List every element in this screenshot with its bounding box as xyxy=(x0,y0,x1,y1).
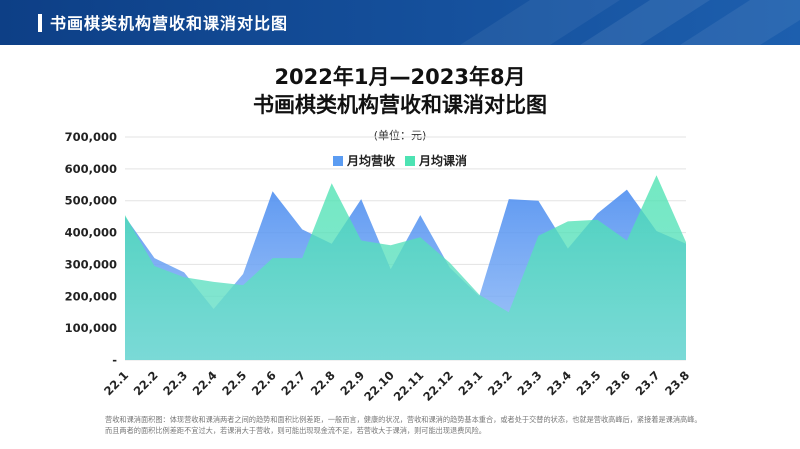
legend-item-revenue: 月均营收 xyxy=(333,152,395,169)
header-accent-bar xyxy=(38,14,42,32)
y-tick-label: - xyxy=(112,353,117,367)
x-tick-label: 23.1 xyxy=(455,368,485,398)
x-tick-label: 22.6 xyxy=(249,368,279,398)
x-tick-label: 23.6 xyxy=(603,368,633,398)
x-tick-label: 22.1 xyxy=(101,368,131,398)
y-tick-label: 100,000 xyxy=(65,321,117,335)
chart-legend: 月均营收 月均课消 xyxy=(333,152,477,169)
x-tick-label: 22.5 xyxy=(219,368,249,398)
x-tick-label: 22.2 xyxy=(131,368,161,398)
chart-footnote: 营收和课消面积图：体现营收和课消两者之间的趋势和面积比例差距，一般而言，健康的状… xyxy=(105,415,702,435)
x-tick-label: 22.10 xyxy=(361,368,397,404)
x-tick-label: 23.5 xyxy=(574,368,604,398)
legend-label-consumption: 月均课消 xyxy=(419,154,468,168)
x-tick-label: 23.2 xyxy=(485,368,515,398)
chart-unit: (单位：元) xyxy=(373,129,427,142)
x-tick-label: 22.12 xyxy=(420,368,456,404)
x-tick-label: 23.7 xyxy=(633,368,663,398)
legend-swatch-revenue xyxy=(333,155,343,166)
legend-label-revenue: 月均营收 xyxy=(347,154,396,168)
x-tick-label: 22.7 xyxy=(278,368,308,398)
legend-swatch-consumption xyxy=(405,155,416,166)
y-tick-label: 700,000 xyxy=(65,130,117,144)
y-tick-label: 500,000 xyxy=(65,194,117,208)
header-bar: 书画棋类机构营收和课消对比图 xyxy=(0,0,800,45)
y-tick-label: 600,000 xyxy=(65,162,117,176)
x-tick-label: 23.3 xyxy=(515,368,545,398)
area-series-consumption xyxy=(125,175,686,360)
x-tick-label: 22.4 xyxy=(190,368,220,398)
x-tick-label: 22.11 xyxy=(391,368,427,404)
legend-item-consumption: 月均课消 xyxy=(405,152,467,169)
page-title: 书画棋类机构营收和课消对比图 xyxy=(50,14,289,33)
chart-title-line1: 2022年1月—2023年8月 xyxy=(274,65,526,89)
x-tick-label: 22.8 xyxy=(308,368,338,398)
y-tick-label: 400,000 xyxy=(65,226,117,240)
x-tick-label: 23.4 xyxy=(544,368,574,398)
y-tick-label: 200,000 xyxy=(65,289,117,303)
x-tick-label: 22.3 xyxy=(160,368,190,398)
y-tick-label: 300,000 xyxy=(65,257,117,271)
header-decoration xyxy=(460,0,800,45)
x-tick-label: 23.8 xyxy=(662,368,692,398)
chart-title-line2: 书画棋类机构营收和课消对比图 xyxy=(253,93,547,117)
